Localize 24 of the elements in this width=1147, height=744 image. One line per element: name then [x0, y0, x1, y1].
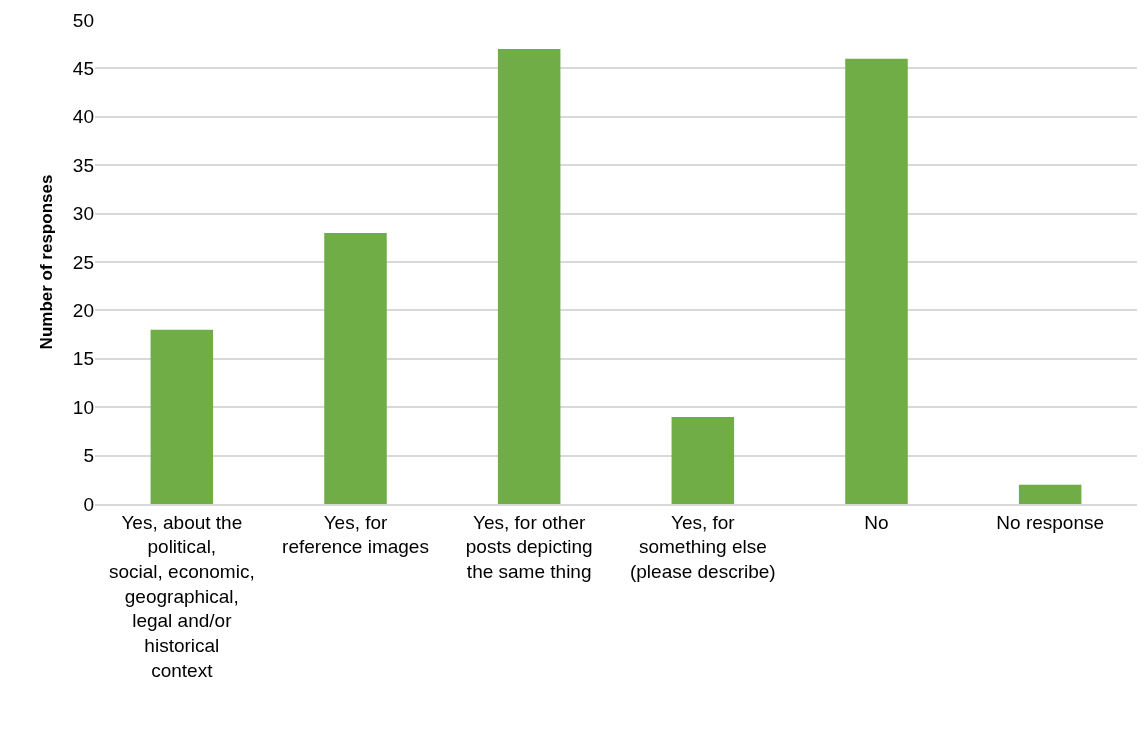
- bar: [1018, 484, 1082, 504]
- y-tick-label: 5: [83, 445, 94, 467]
- y-tick-label: 10: [72, 396, 94, 418]
- x-tick-label: Yes, for reference images: [282, 511, 429, 558]
- y-tick-label: 30: [72, 203, 94, 225]
- bar: [845, 58, 908, 504]
- x-tick-label: No response: [996, 511, 1105, 533]
- x-tick-label: No: [864, 511, 889, 533]
- bar: [671, 416, 735, 504]
- x-tick-label: Yes, for other posts depicting the same thing: [465, 511, 593, 582]
- x-tick-label: Yes, about the political, social, economic, geographical, legal and/or historical context: [108, 511, 255, 681]
- x-tick-label: Yes, for something else (please describe): [629, 511, 776, 582]
- y-tick-label: 50: [72, 9, 94, 31]
- y-axis-title: Number of responses: [37, 174, 57, 350]
- y-tick-label: 40: [72, 106, 94, 128]
- y-tick-label: 25: [72, 251, 94, 273]
- y-tick-label: 45: [72, 58, 94, 80]
- bar: [324, 232, 387, 504]
- y-tick-label: 0: [83, 493, 94, 515]
- y-tick-label: 20: [72, 300, 94, 322]
- y-tick-label: 15: [72, 348, 94, 370]
- y-tick-label: 35: [72, 154, 94, 176]
- bar: [150, 329, 214, 504]
- bar: [497, 49, 561, 504]
